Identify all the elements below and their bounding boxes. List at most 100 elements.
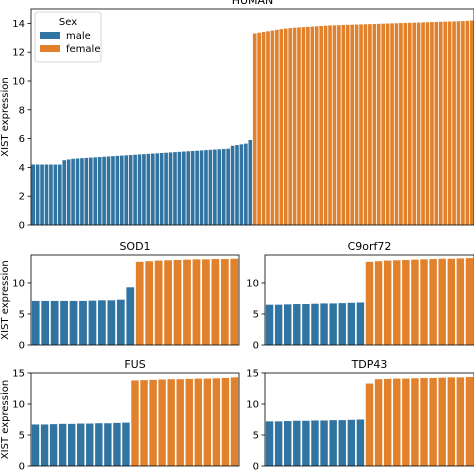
bar-female [407,22,412,225]
bar-male [93,157,98,225]
bar-male [128,155,133,225]
bar-female [452,21,456,225]
chart-title: TDP43 [351,358,388,371]
bar-female [456,258,465,345]
bar-female [337,25,341,225]
bar-male [88,157,93,225]
bar-male [221,148,226,225]
bar-male [79,300,87,345]
bar-male [338,420,346,466]
bar-female [185,378,193,466]
chart-fus: 0 5 10 15 FUS XIST expression [0,358,240,471]
bar-female [288,28,292,226]
bar-male [137,154,142,225]
bar-male [274,304,283,345]
bar-female [429,377,437,466]
bar-female [394,23,399,226]
chart-title: HUMAN [232,0,274,7]
bar-male [199,150,204,225]
bar-male [102,156,106,225]
bar-female [192,259,201,345]
legend-swatch-female [40,45,60,52]
bar-male [49,164,53,225]
bar-female [374,261,383,345]
bar-male [53,164,58,225]
bar-female [345,24,350,226]
bar-male [44,164,49,225]
bar-male [124,155,129,225]
bar-female [135,261,144,345]
bar-male [86,423,94,466]
bar-male [226,148,230,225]
bar-male [173,152,177,225]
bar-female [368,24,372,226]
bar-female [306,26,310,225]
bar-female [314,26,319,226]
bar-male [204,150,208,225]
bar-female [275,29,279,225]
bar-female [173,259,182,345]
bar-female [438,258,446,345]
legend-label-male: male [66,31,91,42]
axes-frame [264,254,474,346]
bar-female [176,379,184,466]
bar-male [356,302,365,345]
bar-male [159,153,164,225]
bar-male [31,164,36,225]
bar-female [438,377,446,466]
bar-female [365,261,374,345]
bar-female [411,378,419,466]
bar-female [270,30,275,225]
bar-female [167,379,175,466]
bar-female [279,29,284,225]
bar-female [430,22,434,225]
bar-female [447,21,452,226]
y-tick-label: 10 [12,77,25,88]
bar-female [420,377,428,466]
bar-male [311,303,319,345]
bar-male [126,287,135,345]
y-tick-label: 5 [19,431,25,442]
bar-male [293,304,301,345]
bar-male [265,421,274,466]
bar-female [252,33,257,226]
bar-female [350,24,354,226]
bar-male [239,144,244,225]
bar-male [213,149,217,225]
axes-frame [30,254,240,346]
bar-male [151,153,155,225]
bar-male [31,300,40,345]
y-tick-label: 5 [253,431,259,442]
y-tick-label: 4 [19,163,25,174]
y-tick-label: 12 [12,48,25,59]
bar-female [140,380,148,466]
bar-male [113,422,121,466]
bar-female [158,379,166,466]
y-tick-label: 10 [12,400,25,411]
bar-male [329,420,337,466]
bar-male [116,299,125,345]
bar-female [425,22,430,225]
y-tick-label: 5 [19,309,25,320]
bar-male [75,158,80,225]
bar-male [320,420,328,466]
bar-female [416,22,421,225]
bar-male [274,421,283,466]
bar-female [194,378,203,466]
y-tick-label: 5 [253,309,259,320]
bar-male [155,153,160,225]
chart-title: C9orf72 [348,240,392,253]
bar-male [168,152,173,225]
bar-female [402,259,410,345]
bar-male [177,151,182,225]
bar-male [69,300,78,345]
bar-male [80,158,84,225]
bar-male [195,150,199,225]
bar-female [393,260,401,345]
bar-female [323,25,328,226]
bar-female [354,24,359,225]
bar-female [149,379,157,466]
y-tick-label: 2 [19,192,25,203]
bar-female [319,25,323,225]
legend-swatch-male [40,32,60,39]
